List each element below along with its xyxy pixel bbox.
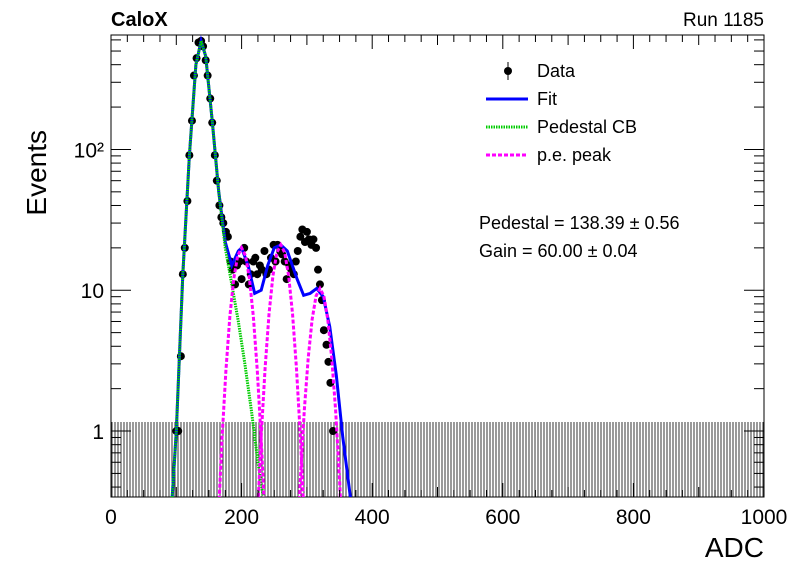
legend-label: Data [537, 61, 576, 81]
data-point [314, 265, 323, 274]
x-tick-label: 200 [224, 506, 259, 529]
y-tick-label: 10² [74, 139, 104, 162]
curve [170, 35, 265, 497]
x-tick-label: 400 [355, 506, 390, 529]
y-tick-label: 1 [92, 421, 104, 444]
data-point [322, 340, 331, 349]
data-point [251, 253, 260, 262]
data-point [237, 275, 246, 284]
legend-label: p.e. peak [537, 145, 612, 165]
data-point [329, 427, 338, 436]
legend-label: Pedestal CB [537, 117, 637, 137]
x-tick-label: 800 [616, 506, 651, 529]
empty-bin-errors [111, 422, 764, 497]
legend-symbol [504, 67, 512, 75]
data-point [315, 280, 324, 289]
y-tick-label: 10 [81, 280, 104, 303]
annotation: Pedestal = 138.39 ± 0.56 [479, 213, 680, 233]
x-tick-label: 0 [105, 506, 117, 529]
data-point [291, 257, 300, 266]
y-axis-label: Events [21, 130, 52, 216]
data-point [296, 232, 305, 241]
curve [256, 241, 305, 497]
run-label: Run 1185 [683, 10, 764, 31]
data-point [312, 243, 321, 252]
data-point [293, 246, 302, 255]
data-point [319, 326, 328, 335]
data-point [302, 227, 311, 236]
data-point [324, 357, 333, 366]
data-point [309, 235, 318, 244]
legend: Data Fit Pedestal CB p.e. peak [486, 61, 637, 165]
x-axis-label: ADC [705, 532, 764, 563]
x-tick-label: 600 [485, 506, 520, 529]
annotation: Gain = 60.00 ± 0.04 [479, 241, 638, 261]
legend-label: Fit [537, 89, 557, 109]
data-point [260, 246, 269, 255]
x-tick-label: 1000 [741, 506, 788, 529]
chart-title: CaloX [111, 9, 168, 31]
curve [217, 244, 266, 497]
curve [298, 285, 342, 497]
